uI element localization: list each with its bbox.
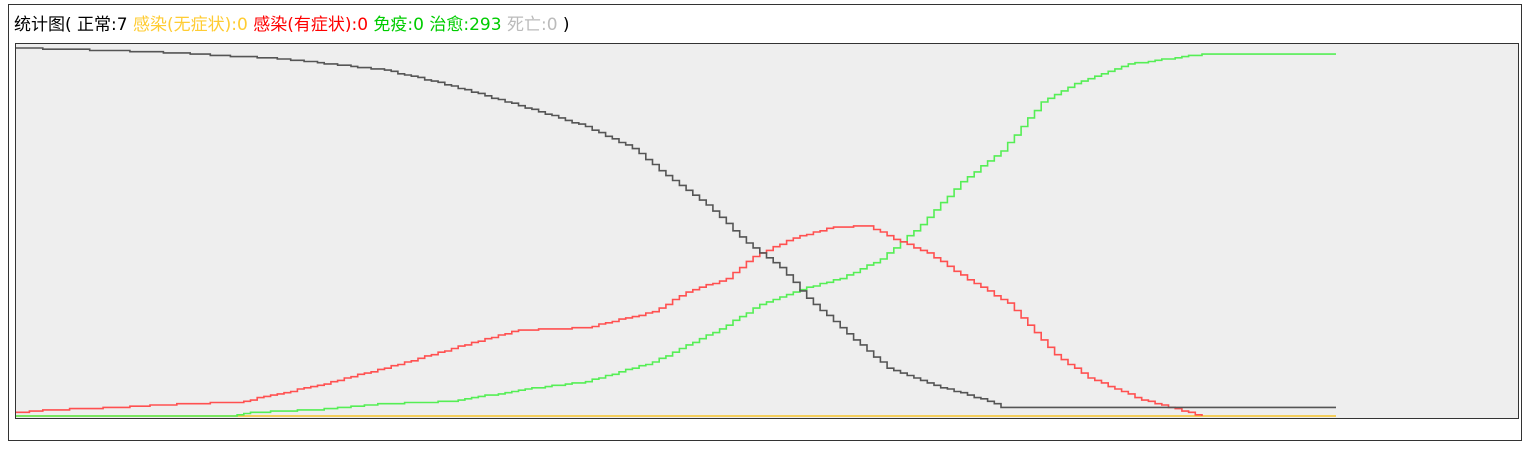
stat-1: 感染(无症状):0 bbox=[127, 15, 248, 35]
line-chart bbox=[16, 47, 1336, 417]
stats-panel: 统计图( 正常:7 感染(无症状):0 感染(有症状):0 免疫:0 治愈:29… bbox=[8, 4, 1522, 441]
stat-5: 死亡:0 bbox=[501, 15, 558, 35]
stats-items: 正常:7 感染(无症状):0 感染(有症状):0 免疫:0 治愈:293 死亡:… bbox=[77, 15, 557, 35]
stat-2: 感染(有症状):0 bbox=[247, 15, 369, 35]
series-line-cured bbox=[16, 53, 1336, 417]
series-line-normal bbox=[16, 47, 1336, 409]
chart-plot-area bbox=[15, 43, 1519, 419]
stat-4: 治愈:293 bbox=[423, 15, 502, 35]
chart-title: 统计图 bbox=[14, 15, 65, 35]
stats-open-paren: ( bbox=[65, 15, 78, 35]
stats-close-paren: ) bbox=[557, 15, 570, 35]
series-line-infected-symptomatic bbox=[16, 225, 1203, 416]
stat-3: 免疫:0 bbox=[368, 15, 424, 35]
stats-bar: 统计图( 正常:7 感染(无症状):0 感染(有症状):0 免疫:0 治愈:29… bbox=[14, 14, 570, 36]
stat-0: 正常:7 bbox=[77, 15, 128, 35]
